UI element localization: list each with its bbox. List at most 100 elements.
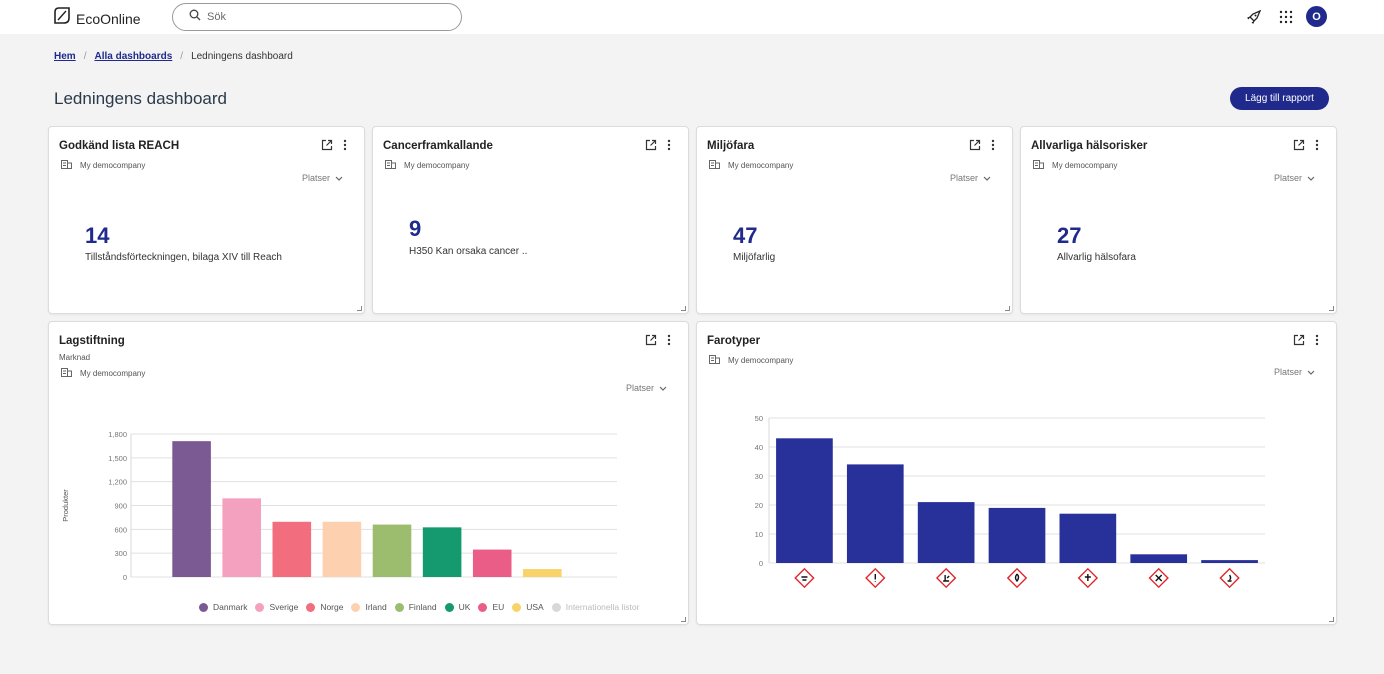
- more-vertical-icon[interactable]: [667, 139, 671, 151]
- card-company: My democompany: [709, 354, 793, 366]
- search-icon: [189, 8, 201, 26]
- y-tick-label: 300: [114, 549, 127, 558]
- chart-legend: Danmark Sverige Norge Irland Finland UK EU USA I…: [199, 602, 639, 612]
- chevron-down-icon: [659, 383, 667, 393]
- legend-item[interactable]: Danmark: [199, 602, 247, 612]
- bar-flame-pictogram: [988, 507, 1046, 563]
- y-tick-label: 20: [755, 501, 763, 510]
- metric-value: 27: [1057, 223, 1082, 248]
- search-input[interactable]: [207, 11, 437, 23]
- resize-handle[interactable]: [1329, 617, 1334, 622]
- company-name: My democompany: [80, 368, 146, 378]
- bar-eu: [472, 549, 512, 577]
- legend-item[interactable]: USA: [512, 602, 544, 612]
- ghs-diamond: [1219, 567, 1240, 589]
- rocket-icon[interactable]: [1244, 7, 1264, 27]
- metric-value: 47: [733, 223, 758, 248]
- card-title: Miljöfara: [707, 140, 755, 152]
- page-title: Ledningens dashboard: [54, 89, 227, 108]
- search-box[interactable]: [172, 3, 462, 31]
- resize-handle[interactable]: [681, 306, 686, 311]
- breadcrumb-home-link[interactable]: Hem: [54, 51, 76, 62]
- y-tick-label: 30: [755, 472, 763, 481]
- open-external-icon[interactable]: [645, 139, 657, 151]
- breadcrumb-separator: /: [83, 51, 87, 62]
- ghs-diamond: [935, 567, 957, 589]
- bar-corrosion-pictogram: [776, 438, 833, 563]
- open-external-icon[interactable]: [321, 139, 333, 151]
- card-actions: [645, 139, 671, 151]
- apps-grid-icon[interactable]: [1276, 7, 1296, 27]
- breadcrumb-current: Ledningens dashboard: [191, 51, 293, 62]
- platser-label: Platser: [1274, 367, 1303, 377]
- open-external-icon[interactable]: [969, 139, 981, 151]
- resize-handle[interactable]: [1005, 306, 1010, 311]
- legend-dot: [394, 602, 404, 612]
- platser-dropdown[interactable]: Platser: [626, 383, 667, 393]
- ecoonline-logo-icon: [52, 6, 72, 31]
- company-name: My democompany: [1052, 160, 1118, 170]
- open-external-icon[interactable]: [1293, 334, 1305, 346]
- building-icon: [61, 367, 72, 379]
- platser-dropdown[interactable]: Platser: [302, 173, 343, 183]
- more-vertical-icon[interactable]: [1315, 334, 1319, 346]
- bar-finland: [372, 524, 412, 577]
- bar-uk: [422, 527, 462, 577]
- card-company: My democompany: [61, 367, 145, 379]
- legend-item[interactable]: Irland: [351, 602, 387, 612]
- open-external-icon[interactable]: [645, 334, 657, 346]
- ghs-diamond: [794, 567, 815, 589]
- card-company: My democompany: [1033, 159, 1117, 171]
- breadcrumb-separator: /: [180, 51, 184, 62]
- ghs-symbol: [1155, 574, 1163, 582]
- logo[interactable]: EcoOnline: [52, 6, 141, 31]
- breadcrumb-all-dashboards-link[interactable]: Alla dashboards: [94, 51, 173, 62]
- legend-label: Danmark: [213, 602, 248, 612]
- legend-label: Irland: [365, 602, 387, 612]
- y-tick-label: 50: [755, 414, 763, 423]
- legend-dot: [551, 602, 561, 612]
- more-vertical-icon[interactable]: [991, 139, 995, 151]
- platser-label: Platser: [626, 383, 655, 393]
- building-icon: [61, 159, 72, 171]
- legend-item[interactable]: Finland: [394, 602, 437, 612]
- ghs-symbol: [1227, 574, 1232, 582]
- resize-handle[interactable]: [681, 617, 686, 622]
- legend-item[interactable]: EU: [478, 602, 504, 612]
- more-vertical-icon[interactable]: [1315, 139, 1319, 151]
- more-vertical-icon[interactable]: [667, 334, 671, 346]
- top-bar: EcoOnline O: [0, 0, 1384, 34]
- metric-value: 9: [409, 216, 422, 241]
- legend-item[interactable]: Sverige: [255, 602, 298, 612]
- card-company: My democompany: [385, 159, 469, 171]
- more-vertical-icon[interactable]: [343, 139, 347, 151]
- legend-dot: [444, 602, 454, 612]
- legend-item[interactable]: Internationella listor: [551, 602, 639, 612]
- card-subtitle: Marknad: [59, 353, 91, 362]
- platser-dropdown[interactable]: Platser: [1274, 367, 1315, 377]
- card-cancer: Cancerframkallande My democompany 9 H350…: [372, 126, 689, 314]
- card-actions: [1293, 334, 1319, 346]
- y-tick-label: 40: [755, 443, 763, 452]
- y-tick-label: 1,800: [108, 430, 127, 439]
- bar-exclamation-pictogram: [846, 464, 904, 563]
- open-external-icon[interactable]: [1293, 139, 1305, 151]
- legend-label: Norge: [320, 602, 344, 612]
- add-report-button[interactable]: Lägg till rapport: [1230, 87, 1329, 110]
- platser-dropdown[interactable]: Platser: [1274, 173, 1315, 183]
- legend-item[interactable]: UK: [444, 602, 470, 612]
- legend-item[interactable]: Norge: [306, 602, 343, 612]
- building-icon: [1033, 159, 1044, 171]
- card-title: Allvarliga hälsorisker: [1031, 140, 1148, 152]
- y-tick-label: 900: [114, 502, 127, 511]
- resize-handle[interactable]: [357, 306, 362, 311]
- bar-danmark: [172, 441, 211, 577]
- y-tick-label: 600: [114, 525, 127, 534]
- y-tick-label: 1,200: [108, 478, 127, 487]
- resize-handle[interactable]: [1329, 306, 1334, 311]
- user-avatar[interactable]: O: [1306, 6, 1327, 27]
- card-actions: [1293, 139, 1319, 151]
- chevron-down-icon: [983, 173, 991, 183]
- platser-dropdown[interactable]: Platser: [950, 173, 991, 183]
- legend-label: EU: [492, 602, 505, 612]
